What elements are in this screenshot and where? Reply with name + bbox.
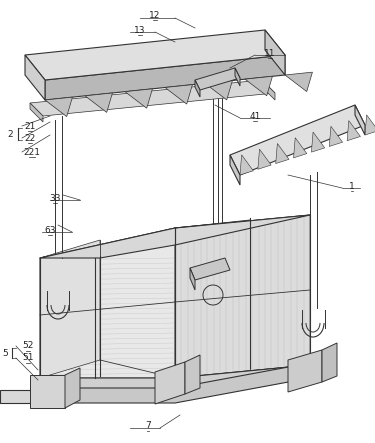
Polygon shape — [25, 55, 45, 100]
Polygon shape — [230, 155, 240, 185]
Text: 11: 11 — [264, 48, 276, 58]
Text: 21: 21 — [24, 121, 36, 131]
Text: 33: 33 — [49, 194, 61, 202]
Polygon shape — [322, 343, 337, 382]
Polygon shape — [355, 105, 365, 135]
Polygon shape — [30, 375, 65, 408]
Polygon shape — [329, 126, 343, 147]
Polygon shape — [30, 80, 275, 116]
Polygon shape — [294, 138, 307, 158]
Text: 1: 1 — [349, 182, 355, 190]
Polygon shape — [240, 155, 253, 175]
Text: 2: 2 — [8, 129, 13, 139]
Text: 5: 5 — [2, 349, 8, 358]
Polygon shape — [35, 363, 310, 403]
Polygon shape — [258, 149, 271, 169]
Polygon shape — [195, 80, 200, 97]
Text: 52: 52 — [22, 342, 34, 350]
Polygon shape — [190, 268, 195, 290]
Polygon shape — [190, 258, 230, 280]
Polygon shape — [40, 240, 100, 378]
Polygon shape — [195, 68, 240, 90]
Polygon shape — [125, 89, 152, 108]
Polygon shape — [40, 215, 310, 258]
Polygon shape — [205, 81, 232, 100]
Text: 221: 221 — [24, 148, 40, 156]
Polygon shape — [311, 132, 325, 152]
Polygon shape — [45, 97, 72, 117]
Polygon shape — [288, 350, 322, 392]
Text: 63: 63 — [44, 225, 56, 234]
Polygon shape — [40, 228, 175, 378]
Polygon shape — [155, 362, 185, 404]
Text: 7: 7 — [145, 421, 151, 431]
Text: 13: 13 — [134, 26, 146, 35]
Polygon shape — [25, 30, 285, 80]
Polygon shape — [65, 368, 80, 408]
Text: 12: 12 — [149, 11, 160, 19]
Polygon shape — [285, 72, 312, 92]
Polygon shape — [265, 30, 285, 75]
Text: 51: 51 — [22, 354, 34, 362]
Polygon shape — [365, 115, 375, 135]
Polygon shape — [85, 93, 112, 113]
Polygon shape — [30, 103, 43, 122]
Polygon shape — [276, 144, 289, 163]
Polygon shape — [175, 215, 310, 378]
Polygon shape — [185, 355, 200, 394]
Polygon shape — [235, 68, 240, 86]
Polygon shape — [262, 80, 275, 100]
Polygon shape — [165, 85, 192, 104]
Polygon shape — [45, 55, 285, 100]
Text: 41: 41 — [249, 112, 261, 120]
Polygon shape — [35, 365, 310, 390]
Text: 22: 22 — [24, 133, 36, 143]
Polygon shape — [0, 390, 35, 403]
Polygon shape — [245, 76, 272, 96]
Polygon shape — [230, 105, 365, 175]
Polygon shape — [347, 120, 360, 141]
